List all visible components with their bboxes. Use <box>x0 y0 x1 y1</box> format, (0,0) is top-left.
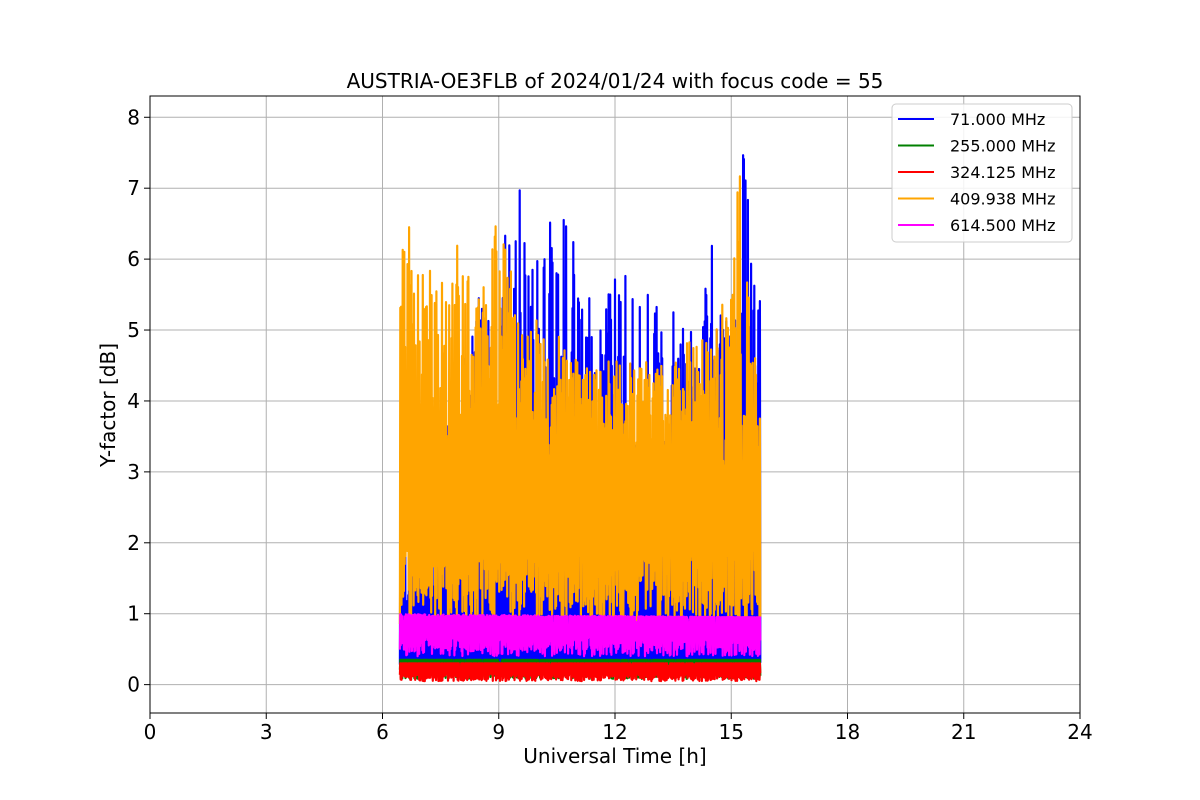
x-tick-label: 12 <box>602 720 627 744</box>
x-tick-label: 9 <box>492 720 505 744</box>
x-axis: 0 3 6 9 12 15 18 21 24 <box>144 713 1093 744</box>
series-line <box>398 175 762 626</box>
legend-label: 71.000 MHz <box>950 110 1045 129</box>
y-tick-label: 8 <box>127 105 140 129</box>
legend-label: 409.938 MHz <box>950 190 1055 209</box>
y-tick-label: 6 <box>127 247 140 271</box>
legend-label: 614.500 MHz <box>950 216 1055 235</box>
series-layer <box>398 154 762 683</box>
x-tick-label: 0 <box>144 720 157 744</box>
y-axis-label: Y-factor [dB] <box>96 343 120 468</box>
legend: 71.000 MHz 255.000 MHz 324.125 MHz 409.938 … <box>891 103 1073 243</box>
legend-box <box>891 103 1073 243</box>
y-tick-label: 2 <box>127 531 140 555</box>
chart-title: AUSTRIA-OE3FLB of 2024/01/24 with focus … <box>347 69 884 93</box>
y-tick-label: 3 <box>127 460 140 484</box>
y-tick-label: 4 <box>127 389 140 413</box>
y-tick-label: 5 <box>127 318 140 342</box>
series-line <box>398 662 762 683</box>
x-tick-label: 15 <box>719 720 744 744</box>
y-tick-label: 1 <box>127 602 140 626</box>
legend-label: 324.125 MHz <box>950 163 1055 182</box>
series-line <box>398 613 762 658</box>
x-tick-label: 3 <box>260 720 273 744</box>
y-tick-label: 0 <box>127 673 140 697</box>
x-tick-label: 6 <box>376 720 389 744</box>
y-tick-label: 7 <box>127 176 140 200</box>
x-tick-label: 21 <box>951 720 976 744</box>
x-axis-label: Universal Time [h] <box>523 744 706 768</box>
x-tick-label: 24 <box>1067 720 1092 744</box>
x-tick-label: 18 <box>835 720 860 744</box>
y-axis: 0 1 2 3 4 5 6 7 8 <box>127 105 150 697</box>
legend-label: 255.000 MHz <box>950 137 1055 156</box>
